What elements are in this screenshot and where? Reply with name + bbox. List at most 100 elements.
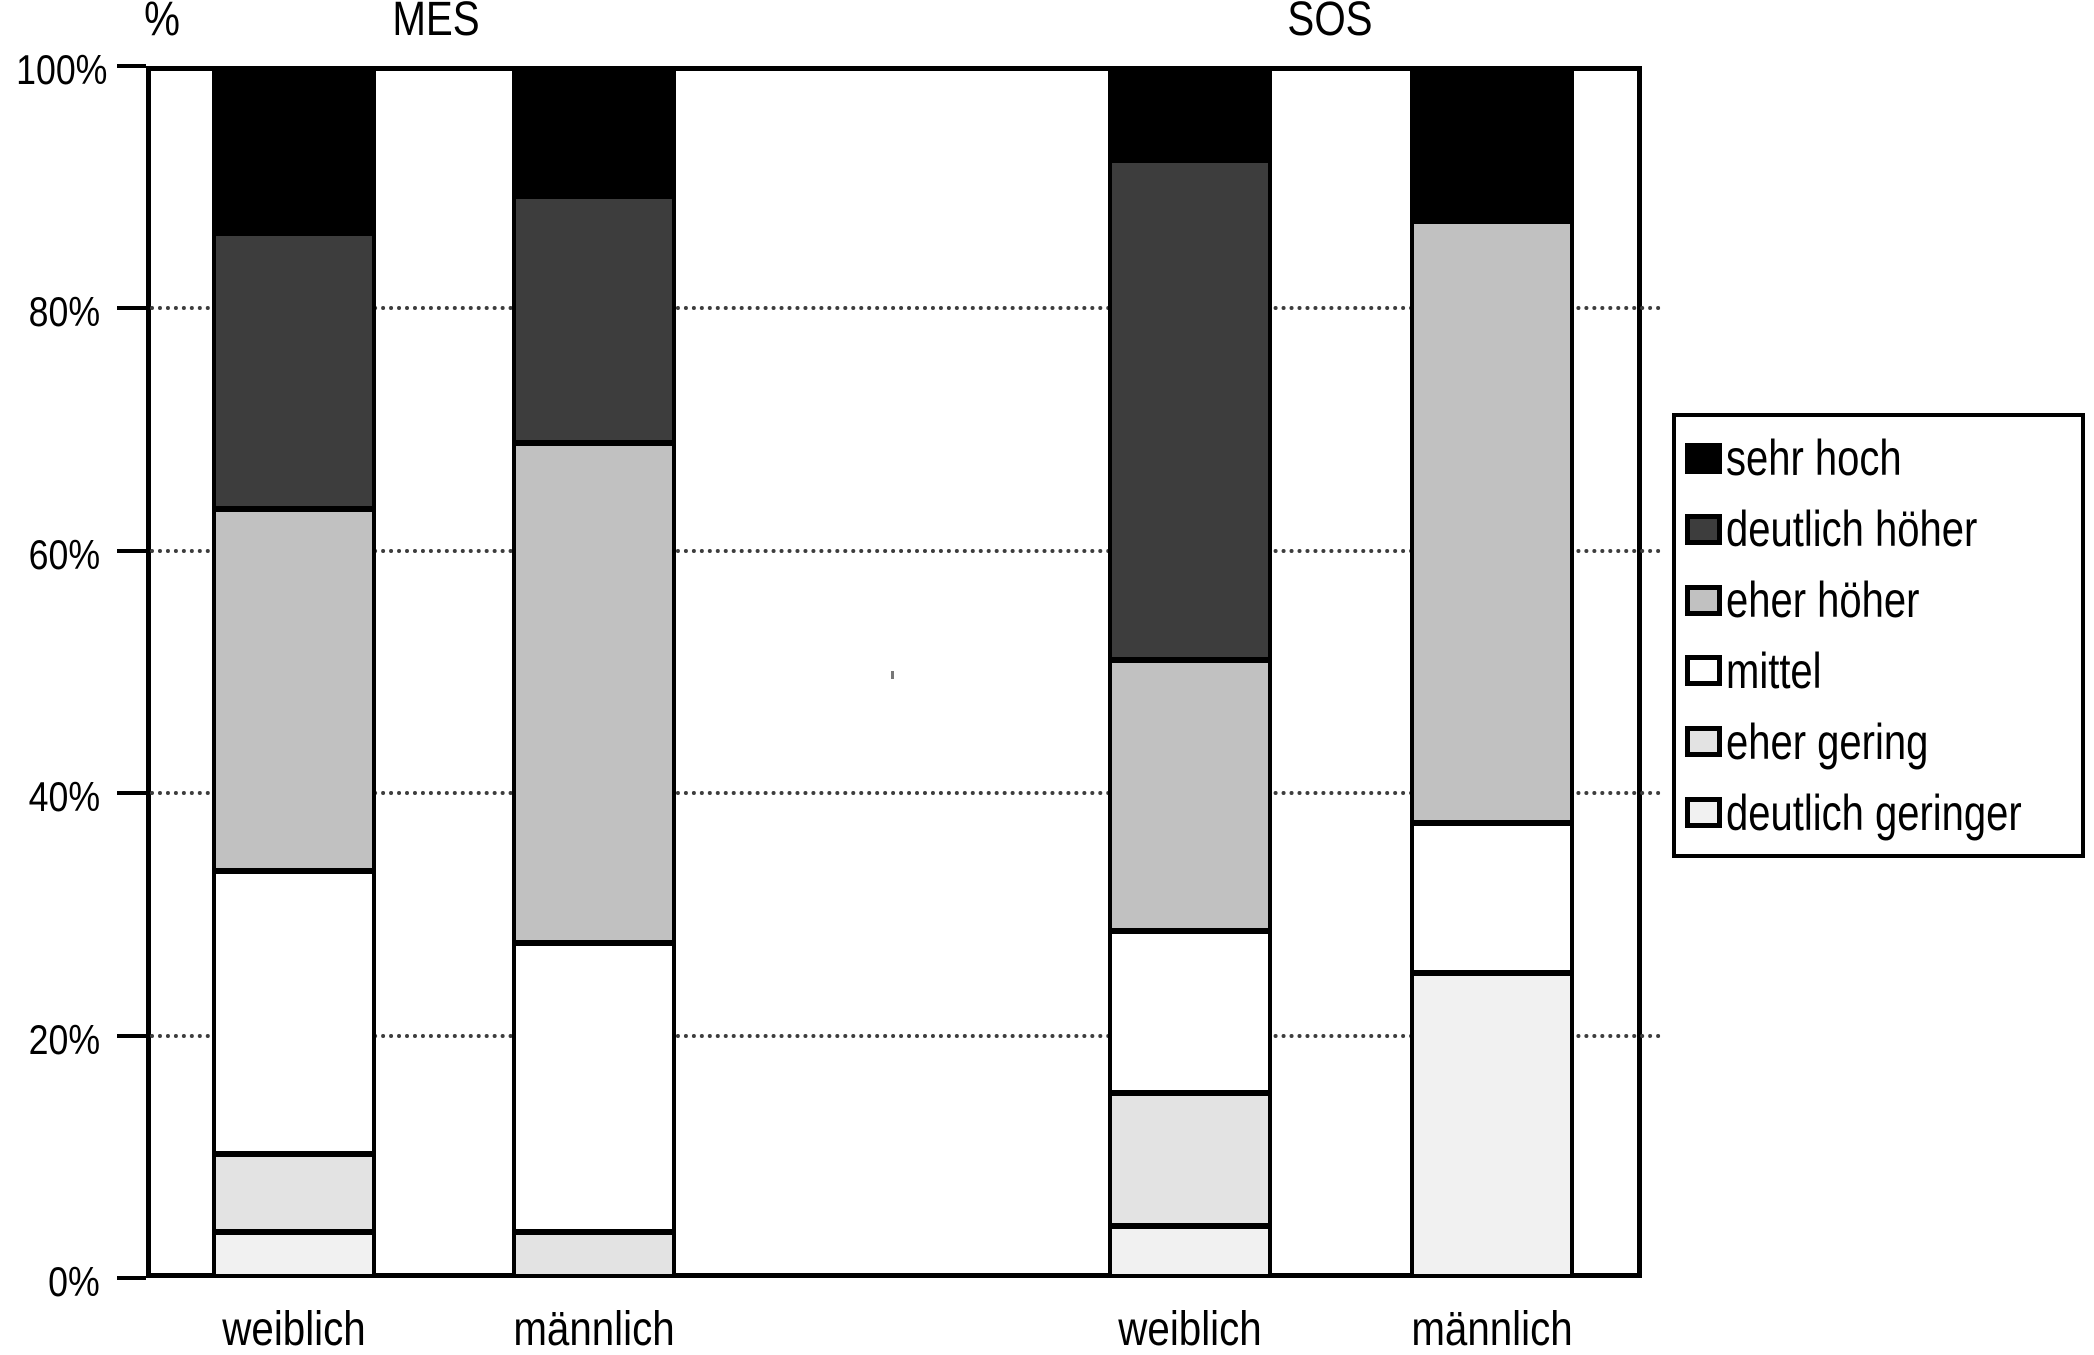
segment-divider [1112, 1222, 1268, 1229]
y-axis-unit-label: % [141, 0, 184, 46]
y-axis-label-0: 0% [0, 1261, 100, 1303]
segment-deutlich-hoeher [1112, 160, 1268, 660]
segment-divider [216, 1228, 372, 1235]
segment-divider [516, 1228, 672, 1235]
gridline-40-percent [150, 791, 1662, 796]
group-title-mes-text: MES [392, 0, 480, 46]
y-axis-label-text: 0% [48, 1258, 100, 1305]
y-axis-label-60: 60% [0, 530, 100, 578]
segment-eher-gering [216, 1153, 372, 1232]
segment-divider [516, 440, 672, 447]
group-title-mes: MES [384, 0, 488, 46]
legend-item-eher-hoeher: eher höher [1685, 575, 2077, 625]
segment-eher-hoeher [1414, 220, 1570, 823]
y-axis-tick-80 [117, 306, 146, 311]
y-axis-label-text: 20% [28, 1015, 100, 1063]
legend-item-mittel: mittel [1685, 646, 2077, 696]
y-axis-tick-0 [117, 1276, 146, 1280]
segment-divider [1112, 656, 1268, 663]
segment-eher-hoeher [516, 443, 672, 943]
y-axis-tick-60 [117, 548, 146, 553]
segment-eher-gering [516, 1231, 672, 1274]
y-axis-label-text: 80% [28, 288, 100, 336]
segment-divider [1112, 1090, 1268, 1097]
legend-label-text: deutlich geringer [1726, 784, 2022, 841]
legend-label: deutlich höher [1726, 504, 2040, 554]
legend-item-deutlich-geringer: deutlich geringer [1685, 788, 2077, 838]
segment-divider [516, 193, 672, 200]
segment-mittel [516, 942, 672, 1232]
legend-item-deutlich-hoeher: deutlich höher [1685, 504, 2077, 554]
gridline-60-percent [150, 548, 1662, 553]
bar-mes-weiblich [212, 66, 376, 1278]
y-axis-label-100: 100% [0, 49, 107, 91]
segment-sehr-hoch [1112, 70, 1268, 161]
legend-swatch [1685, 655, 1722, 687]
legend-label-text: eher gering [1726, 713, 1929, 770]
x-axis-label-mes-weiblich: weiblich [209, 1306, 380, 1354]
segment-sehr-hoch [216, 70, 372, 233]
segment-mittel [1414, 822, 1570, 973]
legend-swatch [1685, 513, 1722, 545]
stray-mark [891, 671, 894, 679]
segment-divider [216, 506, 372, 513]
legend-swatch [1685, 442, 1722, 474]
y-axis-tick-20 [117, 1033, 146, 1038]
segment-deutlich-hoeher [216, 232, 372, 510]
segment-divider [1112, 927, 1268, 934]
segment-mittel [216, 870, 372, 1154]
legend-swatch [1685, 797, 1722, 829]
bar-sos-maennlich [1410, 66, 1574, 1278]
gridline-20-percent [150, 1033, 1662, 1038]
segment-divider [516, 939, 672, 946]
group-title-sos-text: SOS [1287, 0, 1373, 46]
y-axis-label-text: 100% [16, 46, 108, 93]
x-axis-label-text: männlich [513, 1303, 675, 1355]
legend-item-sehr-hoch: sehr hoch [1685, 433, 2077, 483]
x-axis-label-sos-maennlich: männlich [1396, 1306, 1588, 1354]
legend-box: sehr hoch deutlich höher eher höher mittel e… [1672, 413, 2085, 858]
bar-mes-maennlich [512, 66, 676, 1278]
x-axis-label-text: weiblich [1118, 1303, 1262, 1355]
legend-swatch [1685, 584, 1722, 616]
x-axis-label-sos-weiblich: weiblich [1105, 1306, 1276, 1354]
legend-label: sehr hoch [1726, 433, 1946, 483]
segment-sehr-hoch [516, 70, 672, 197]
segment-sehr-hoch [1414, 70, 1570, 221]
y-axis-label-text: 60% [28, 530, 100, 578]
legend-label: mittel [1726, 646, 1845, 696]
segment-deutlich-geringer [1112, 1225, 1268, 1274]
segment-eher-hoeher [1112, 659, 1268, 931]
segment-divider [1112, 157, 1268, 164]
y-axis-tick-100 [117, 64, 146, 68]
segment-divider [1414, 217, 1570, 224]
segment-mittel [1112, 930, 1268, 1094]
bar-sos-weiblich [1108, 66, 1272, 1278]
segment-eher-hoeher [216, 509, 372, 871]
y-axis-label-40: 40% [0, 776, 100, 818]
legend-label-text: eher höher [1726, 572, 1920, 629]
legend-label: deutlich geringer [1726, 788, 2094, 838]
segment-divider [216, 867, 372, 874]
segment-deutlich-geringer [216, 1231, 372, 1274]
y-axis-tick-40 [117, 791, 146, 796]
segment-divider [216, 229, 372, 236]
legend-label-text: sehr hoch [1726, 430, 1902, 487]
x-axis-label-text: männlich [1411, 1303, 1573, 1355]
segment-eher-gering [1112, 1093, 1268, 1226]
y-axis-unit-text: % [144, 0, 180, 46]
segment-divider [1414, 819, 1570, 826]
y-axis-label-text: 40% [28, 773, 100, 821]
x-axis-label-text: weiblich [222, 1303, 366, 1355]
gridline-80-percent [150, 306, 1662, 311]
y-axis-label-20: 20% [0, 1015, 100, 1063]
legend-item-eher-gering: eher gering [1685, 717, 2077, 767]
legend-label: eher höher [1726, 575, 1968, 625]
x-axis-label-mes-maennlich: männlich [498, 1306, 690, 1354]
y-axis-label-80: 80% [0, 291, 100, 333]
legend-label-text: deutlich höher [1726, 501, 1978, 558]
segment-divider [216, 1150, 372, 1157]
group-title-sos: SOS [1279, 0, 1380, 46]
legend-label: eher gering [1726, 717, 1979, 767]
